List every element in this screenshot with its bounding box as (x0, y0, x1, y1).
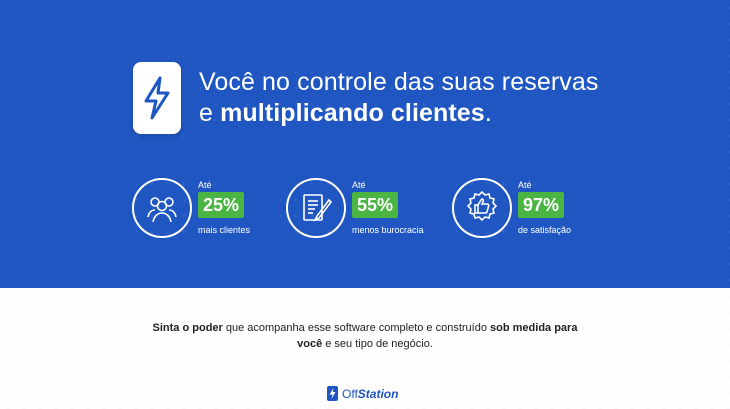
stat-upto-label: Até (198, 180, 212, 190)
tagline-bold-2: sob medida para (490, 322, 578, 334)
stat-upto-label: Até (352, 180, 366, 190)
stat-description: menos burocracia (352, 225, 424, 235)
headline-suffix: . (484, 99, 492, 127)
stat-percent-badge: 55% (352, 192, 399, 218)
tagline-text-1: que acompanha esse software completo e c… (222, 322, 491, 334)
bottom-section: Sinta o poder que acompanha esse softwar… (0, 288, 730, 409)
brand-name-prefix: Off (342, 386, 358, 401)
brand-name-suffix: Station (357, 386, 399, 401)
lightning-logo-icon (133, 62, 181, 134)
brand-name: OffStation (342, 387, 398, 401)
stat-description: de satisfação (518, 225, 572, 235)
page-title: Você no controle das suas reservas e mul… (199, 67, 598, 129)
tagline-text-2: e seu tipo de negócio. (322, 338, 433, 350)
stat-upto-label: Até (518, 180, 532, 190)
headline-group: Você no controle das suas reservas e mul… (133, 62, 598, 134)
headline-bold: multiplicando clientes (220, 99, 485, 127)
users-icon (132, 178, 192, 238)
brand-logo: OffStation (327, 386, 398, 401)
stat-percent-badge: 25% (198, 192, 245, 218)
headline-line-1: Você no controle das suas reservas (199, 68, 599, 96)
stat-percent-badge: 97% (518, 192, 565, 218)
stat-description: mais clientes (198, 225, 251, 235)
lightning-brand-icon (327, 386, 338, 401)
headline-line-2: e multiplicando clientes. (199, 98, 598, 129)
stats-row: Até 25% mais clientes Até 55% menos buro… (0, 178, 730, 248)
tagline-bold-3: você (297, 338, 323, 350)
hero-banner: Você no controle das suas reservas e mul… (0, 0, 730, 288)
headline-prefix: e (199, 99, 221, 127)
tagline-text: Sinta o poder que acompanha esse softwar… (120, 320, 610, 352)
tagline-bold-1: Sinta o poder (152, 322, 223, 334)
thumbs-up-badge-icon (452, 178, 512, 238)
document-pen-icon (286, 178, 346, 238)
